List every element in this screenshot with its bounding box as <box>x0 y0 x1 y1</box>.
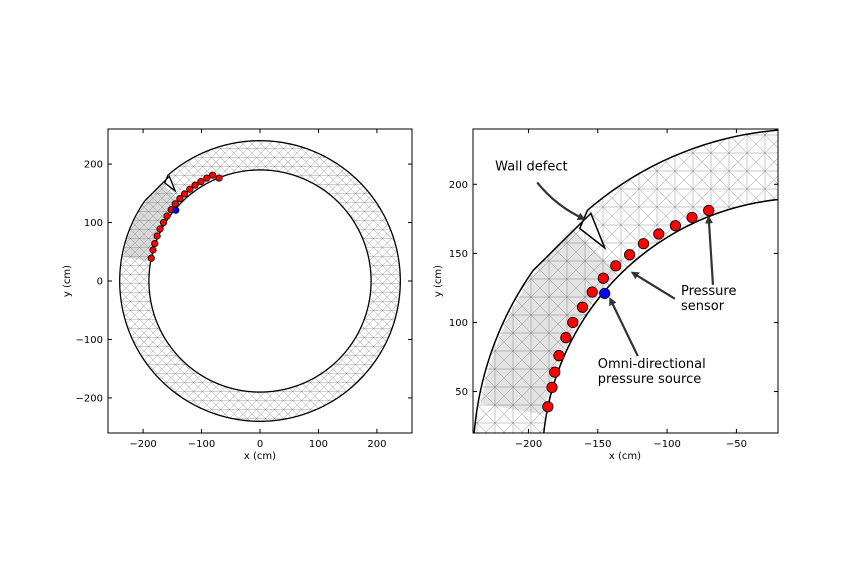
sensor-point <box>624 249 636 261</box>
sensor-point <box>567 316 579 329</box>
annotations: Wall defect Pressure sensor Omni-directiona… <box>495 159 736 387</box>
defect-dense-mesh <box>480 228 618 415</box>
annotation-text: Pressure sensor <box>681 284 737 314</box>
right-axes-frame <box>472 128 779 434</box>
right-panel: −200 −150 −100 −50 50 100 150 200 x (cm) y (cm)… <box>433 128 779 462</box>
sensor-point <box>159 218 168 227</box>
y-tick-label: 200 <box>84 160 103 171</box>
right-ticks: −200 −150 −100 −50 50 100 150 200 <box>449 129 778 450</box>
left-marker-layer <box>147 171 223 262</box>
sensor-point <box>576 301 589 313</box>
sensor-point <box>147 254 155 262</box>
sensor-point <box>153 232 161 240</box>
sensor-point <box>186 185 194 193</box>
sensor-point <box>703 204 715 217</box>
left-x-axis-label: x (cm) <box>244 451 276 462</box>
source-point <box>599 287 611 300</box>
x-tick-label: −100 <box>188 439 215 450</box>
x-tick-label: 200 <box>367 439 386 450</box>
sensor-point <box>546 381 558 393</box>
y-tick-label: −200 <box>76 393 103 404</box>
inner-wall-line <box>545 198 778 416</box>
left-plot-area <box>119 140 401 422</box>
wall-segment-mesh <box>474 130 778 433</box>
x-tick-label: 0 <box>257 439 263 450</box>
y-tick-label: 150 <box>449 249 468 260</box>
y-tick-label: 0 <box>97 277 103 288</box>
annotation-arrow <box>536 181 586 221</box>
annotation-text: Wall defect <box>495 159 567 174</box>
sensor-point <box>549 366 561 378</box>
right-marker-layer <box>542 204 715 413</box>
left-axes-frame <box>107 128 413 434</box>
source-point <box>172 206 180 214</box>
sensor-point <box>653 228 665 240</box>
y-tick-label: −100 <box>76 335 103 346</box>
sensor-point <box>542 401 554 413</box>
annotation-arrow <box>630 271 676 300</box>
sensor-point <box>553 350 565 362</box>
wall-ring-mesh <box>119 140 401 422</box>
x-tick-label: −50 <box>726 439 747 450</box>
left-panel: −200 −100 0 100 200 −200 −100 0 100 200 x (cm) y … <box>62 128 413 462</box>
defect-dense-mesh <box>122 182 181 262</box>
sensor-point <box>171 200 179 208</box>
sensor-point <box>597 272 609 284</box>
left-ticks: −200 −100 0 100 200 −200 −100 0 100 200 <box>76 129 412 450</box>
annotation-text: Omni-directional pressure source <box>598 357 706 387</box>
sensor-point <box>669 220 682 232</box>
y-tick-label: 100 <box>84 218 103 229</box>
sensor-point <box>191 181 199 189</box>
y-tick-label: 200 <box>449 180 468 191</box>
sensor-point <box>610 260 622 272</box>
sensor-point <box>151 239 159 248</box>
sensor-point <box>163 212 171 220</box>
sensor-point <box>203 174 211 182</box>
sensor-point <box>215 174 223 182</box>
sensor-point <box>686 211 698 224</box>
right-y-axis-label: y (cm) <box>433 265 444 297</box>
sensor-point <box>156 225 164 233</box>
sensor-point <box>180 190 189 198</box>
left-y-axis-label: y (cm) <box>62 265 73 297</box>
sensor-point <box>209 171 217 179</box>
sensor-point <box>586 286 598 298</box>
x-tick-label: −200 <box>515 439 542 450</box>
x-tick-label: −100 <box>653 439 680 450</box>
sensor-point <box>149 246 157 254</box>
sensor-point <box>197 178 205 186</box>
sensor-point <box>637 238 650 250</box>
y-tick-label: 100 <box>449 318 468 329</box>
wall-outline <box>119 140 401 422</box>
right-x-axis-label: x (cm) <box>609 451 641 462</box>
x-tick-label: −150 <box>584 439 611 450</box>
x-tick-label: 100 <box>309 439 328 450</box>
x-tick-label: −200 <box>129 439 156 450</box>
sensor-point <box>560 332 572 344</box>
annotation-arrow <box>609 297 639 357</box>
annotation-arrow <box>705 215 715 285</box>
y-tick-label: 50 <box>455 387 468 398</box>
sensor-point <box>176 194 184 203</box>
right-plot-area <box>473 129 778 433</box>
